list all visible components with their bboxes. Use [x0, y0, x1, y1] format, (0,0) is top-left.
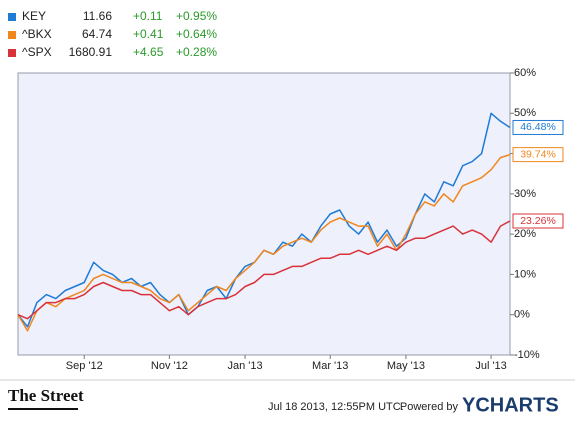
- legend-change-pct: +0.28%: [176, 45, 217, 59]
- series-line: [17, 220, 511, 320]
- end-label: 39.74%: [520, 148, 556, 160]
- source-logo: The Street: [8, 386, 84, 405]
- y-tick-label: 0%: [514, 309, 530, 321]
- y-tick-label: 20%: [514, 228, 536, 240]
- legend-price: 64.74: [82, 27, 112, 41]
- legend-swatch: [8, 49, 16, 57]
- series-line: [17, 153, 511, 332]
- legend-name: KEY: [22, 9, 46, 23]
- end-label: 46.48%: [520, 121, 556, 133]
- legend-price: 11.66: [83, 9, 112, 23]
- end-label-box: [512, 147, 564, 163]
- x-tick-label: Jan '13: [228, 360, 263, 372]
- y-tick-label: 10%: [514, 268, 536, 280]
- plot-area: [17, 72, 511, 356]
- end-label: 23.26%: [520, 215, 556, 227]
- legend-change-pct: +0.64%: [176, 27, 217, 41]
- y-tick-label: -10%: [514, 349, 540, 361]
- legend-name: ^SPX: [22, 45, 52, 59]
- x-tick-label: Sep '12: [66, 360, 103, 372]
- legend-swatch: [8, 13, 16, 21]
- legend-swatch: [8, 31, 16, 39]
- x-tick-label: Mar '13: [312, 360, 348, 372]
- end-label-box: [512, 119, 564, 135]
- x-tick-label: May '13: [387, 360, 425, 372]
- x-tick-label: Nov '12: [151, 360, 188, 372]
- legend-price: 1680.91: [69, 45, 113, 59]
- end-label-box: [512, 213, 564, 229]
- legend-change: +0.41: [133, 27, 164, 41]
- y-tick-label: 50%: [514, 107, 536, 119]
- timestamp: Jul 18 2013, 12:55PM UTC.: [268, 401, 404, 413]
- powered-by: Powered by: [400, 401, 459, 413]
- y-tick-label: 60%: [514, 67, 536, 79]
- legend-change-pct: +0.95%: [176, 9, 217, 23]
- x-tick-label: Jul '13: [475, 360, 506, 372]
- y-tick-label: 30%: [514, 188, 536, 200]
- brand-logo: YCHARTS: [462, 394, 559, 416]
- legend-change: +0.11: [133, 9, 163, 23]
- legend-name: ^BKX: [22, 27, 52, 41]
- legend-change: +4.65: [133, 45, 164, 59]
